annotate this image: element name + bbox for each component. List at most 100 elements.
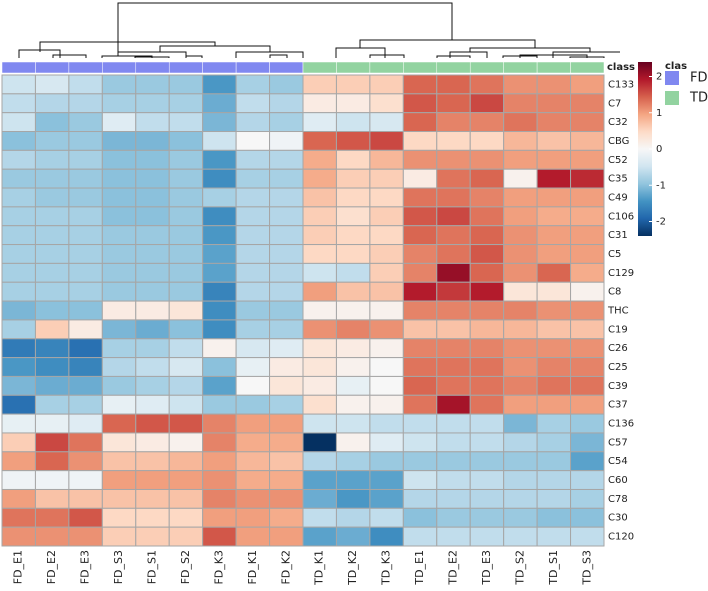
heat-cell (235, 507, 271, 528)
heat-cell (302, 413, 337, 434)
heat-cell (68, 281, 103, 302)
column-label: FD_S2 (179, 550, 192, 584)
heat-cell (235, 225, 271, 246)
heat-cell (536, 74, 572, 95)
heat-cell (1, 432, 36, 453)
heat-cell (101, 168, 137, 189)
heat-cell (335, 526, 371, 547)
heat-cell (302, 300, 337, 321)
row-label: C106 (608, 211, 634, 222)
color-scale-label: 0 (656, 144, 662, 155)
heat-cell (436, 131, 471, 151)
heat-cell (135, 470, 170, 490)
heat-cell (536, 112, 572, 133)
heat-cell (101, 149, 137, 170)
heat-cell (235, 168, 271, 189)
heat-cell (34, 375, 70, 396)
heat-cell (202, 507, 237, 528)
heat-cell (369, 74, 404, 95)
dendrogram (18, 2, 620, 58)
heat-cell (503, 93, 538, 114)
heat-cell (168, 187, 204, 208)
heat-cell (235, 93, 271, 114)
heat-cell (436, 168, 471, 189)
heat-cell (536, 225, 572, 246)
heat-cell (1, 206, 36, 227)
heat-cell (503, 488, 538, 509)
heat-cell (570, 74, 605, 95)
heat-cell (436, 526, 471, 547)
heat-cell (68, 507, 103, 528)
heat-cell (436, 488, 471, 509)
heat-cell (202, 375, 237, 396)
heat-cell (1, 300, 36, 321)
heat-cell (503, 300, 538, 321)
heat-cell (235, 74, 271, 95)
heat-cell (34, 394, 70, 415)
class-cell (302, 61, 337, 74)
heat-cell (402, 526, 438, 547)
heat-cell (34, 112, 70, 133)
heat-cell (302, 338, 337, 359)
heat-cell (469, 281, 505, 302)
heat-cell (202, 281, 237, 302)
heat-cell (101, 93, 137, 114)
heat-cell (135, 281, 170, 302)
heat-cell (536, 244, 572, 264)
row-label: C25 (608, 362, 628, 373)
heat-cell (436, 375, 471, 396)
heat-cell (302, 225, 337, 246)
heat-cell (135, 74, 170, 95)
heat-cell (469, 394, 505, 415)
heat-cell (469, 338, 505, 359)
heat-cell (34, 262, 70, 283)
heat-cell (101, 413, 137, 434)
heat-cell (503, 338, 538, 359)
heat-cell (168, 432, 204, 453)
heat-cell (436, 300, 471, 321)
heat-cell (68, 375, 103, 396)
heat-cell (168, 357, 204, 377)
heat-cell (1, 375, 36, 396)
heat-cell (469, 375, 505, 396)
heat-cell (503, 470, 538, 490)
heat-cell (536, 338, 572, 359)
heat-cell (503, 131, 538, 151)
heat-cell (135, 131, 170, 151)
heat-cell (1, 470, 36, 490)
heat-cell (1, 168, 36, 189)
heat-cell (402, 244, 438, 264)
heat-cell (302, 281, 337, 302)
heat-cell (402, 375, 438, 396)
heat-cell (269, 357, 304, 377)
row-label: THC (607, 306, 629, 317)
heat-cell (469, 357, 505, 377)
class-legend-label: FD (690, 71, 708, 86)
heat-cell (536, 149, 572, 170)
heat-cell (469, 74, 505, 95)
heat-cell (503, 413, 538, 434)
heat-cell (235, 451, 271, 472)
heat-cell (536, 357, 572, 377)
heat-cell (536, 375, 572, 396)
heat-cell (369, 149, 404, 170)
heat-cell (135, 93, 170, 114)
heat-cell (235, 300, 271, 321)
heat-cell (469, 168, 505, 189)
heat-cell (402, 93, 438, 114)
heat-cell (235, 187, 271, 208)
heat-cell (101, 526, 137, 547)
heat-cell (101, 488, 137, 509)
heat-cell (101, 432, 137, 453)
heat-cell (135, 526, 170, 547)
heat-cell (436, 93, 471, 114)
heat-cell (269, 206, 304, 227)
heat-cell (536, 432, 572, 453)
heat-cell (335, 262, 371, 283)
heat-cell (335, 300, 371, 321)
heat-cell (503, 187, 538, 208)
heat-cell (135, 112, 170, 133)
heat-cell (101, 451, 137, 472)
heat-cell (135, 507, 170, 528)
